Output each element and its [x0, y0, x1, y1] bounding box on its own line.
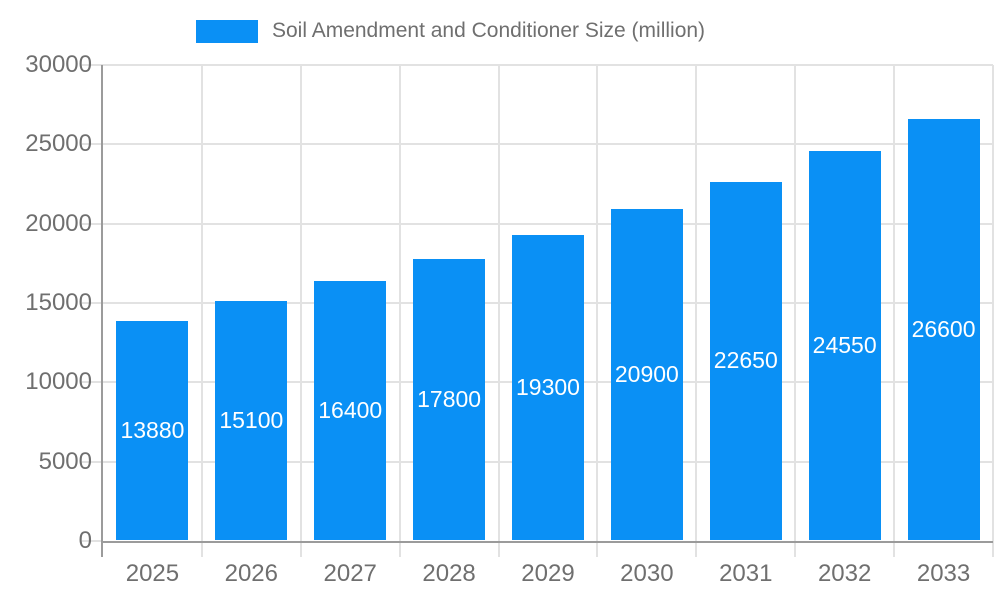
x-axis-label: 2028 — [422, 560, 476, 587]
bar-value-label: 13880 — [120, 416, 185, 443]
x-axis-label: 2030 — [620, 560, 674, 587]
v-gridline — [398, 65, 401, 557]
bar[interactable]: 15100 — [215, 301, 288, 540]
y-axis-label: 15000 — [25, 289, 92, 316]
y-axis-label: 10000 — [25, 368, 92, 396]
x-axis-label: 2027 — [323, 560, 377, 587]
v-gridline — [992, 65, 994, 557]
legend-item[interactable]: Soil Amendment and Conditioner Size (mil… — [196, 16, 705, 46]
x-axis-label: 2026 — [224, 560, 278, 587]
x-axis-line — [101, 541, 993, 543]
x-axis-label: 2025 — [125, 560, 180, 587]
y-axis-label: 5000 — [38, 447, 92, 475]
legend-label: Soil Amendment and Conditioner Size (mil… — [272, 19, 706, 42]
h-gridline — [82, 143, 993, 146]
bar-value-label: 20900 — [614, 361, 679, 388]
bar[interactable]: 13880 — [116, 320, 189, 540]
x-axis-label: 2032 — [817, 560, 872, 587]
x-axis-label: 2033 — [916, 560, 971, 587]
y-axis-line — [101, 65, 103, 557]
v-gridline — [695, 65, 698, 557]
h-gridline — [82, 222, 993, 225]
v-gridline — [497, 65, 500, 557]
y-axis-label: 30000 — [25, 51, 92, 78]
y-axis-label: 20000 — [25, 209, 92, 237]
bar-value-label: 15100 — [219, 407, 284, 434]
x-axis-label: 2031 — [719, 560, 773, 587]
v-gridline — [200, 65, 203, 557]
v-gridline — [596, 65, 599, 557]
bar-value-label: 26600 — [911, 315, 976, 342]
bar[interactable]: 26600 — [907, 118, 980, 540]
y-axis-label: 25000 — [25, 130, 92, 158]
bar[interactable]: 16400 — [314, 280, 387, 540]
h-gridline — [82, 64, 993, 66]
bar[interactable]: 24550 — [808, 151, 881, 540]
bar[interactable]: 19300 — [512, 234, 584, 540]
bar-value-label: 22650 — [713, 347, 778, 374]
bar-value-label: 24550 — [812, 332, 877, 359]
x-axis-label: 2029 — [521, 560, 575, 587]
bar[interactable]: 22650 — [709, 181, 782, 540]
bar-value-label: 19300 — [516, 373, 580, 400]
v-gridline — [893, 65, 896, 557]
bar[interactable]: 20900 — [610, 209, 683, 540]
v-gridline — [794, 65, 797, 557]
bar-value-label: 17800 — [417, 385, 482, 412]
bar-value-label: 16400 — [318, 396, 383, 423]
v-gridline — [299, 65, 302, 557]
bar[interactable]: 17800 — [413, 258, 486, 540]
y-axis-label: 0 — [78, 527, 92, 554]
zero-tick — [82, 540, 103, 542]
legend-swatch-icon — [196, 19, 258, 43]
